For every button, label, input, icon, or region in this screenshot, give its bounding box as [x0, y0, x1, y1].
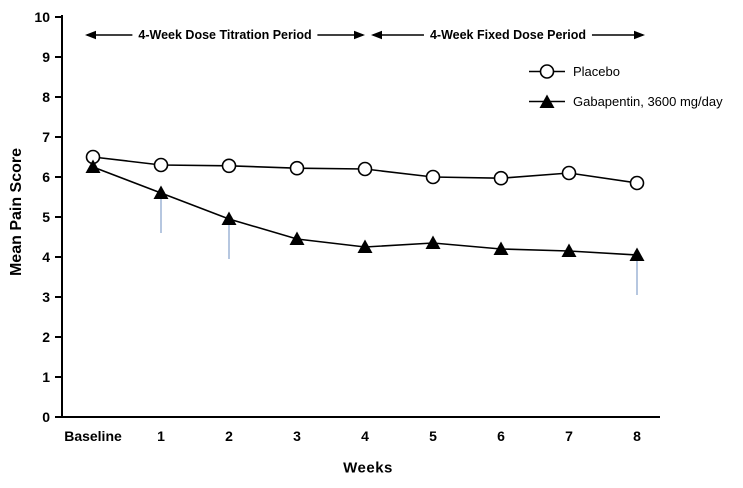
data-point-gabapentin — [289, 231, 305, 245]
x-tick-label: 4 — [361, 428, 369, 444]
fixed-dose-period-annotation: 4-Week Fixed Dose Period — [423, 28, 593, 42]
x-tick-label: 7 — [565, 428, 573, 444]
data-point-gabapentin — [357, 239, 373, 253]
y-tick-label: 6 — [42, 169, 50, 185]
y-axis-title: Mean Pain Score — [8, 147, 25, 277]
x-tick-label: 1 — [157, 428, 165, 444]
arrow-head-right-1 — [634, 30, 645, 40]
placebo-open-circle-marker-icon — [529, 64, 565, 79]
titration-period-annotation: 4-Week Dose Titration Period — [132, 28, 318, 42]
gabapentin-filled-triangle-marker-icon — [529, 94, 565, 108]
data-point-placebo — [561, 165, 577, 181]
x-axis-title: Weeks — [343, 459, 393, 477]
y-tick-label: 8 — [42, 89, 50, 105]
y-tick-label: 2 — [42, 329, 50, 345]
legend-label-placebo: Placebo — [573, 64, 620, 79]
data-point-placebo — [221, 158, 237, 174]
arrow-head-right-0 — [354, 30, 365, 40]
data-point-placebo — [289, 160, 305, 176]
y-tick-label: 5 — [42, 209, 50, 225]
data-point-gabapentin — [493, 241, 509, 255]
arrow-head-left-0 — [85, 30, 96, 40]
legend-entry-gabapentin: Gabapentin, 3600 mg/day — [528, 93, 723, 110]
legend-label-gabapentin: Gabapentin, 3600 mg/day — [573, 94, 723, 109]
y-tick-label: 9 — [42, 49, 50, 65]
data-point-placebo — [153, 157, 169, 173]
data-point-placebo — [629, 175, 645, 191]
x-tick-label: Baseline — [64, 428, 122, 444]
data-point-placebo — [425, 169, 441, 185]
data-point-placebo — [493, 170, 509, 186]
y-tick-label: 0 — [42, 409, 50, 425]
x-tick-label: 2 — [225, 428, 233, 444]
y-tick-label: 3 — [42, 289, 50, 305]
x-tick-label: 8 — [633, 428, 641, 444]
x-tick-label: 5 — [429, 428, 437, 444]
legend-entry-placebo: Placebo — [528, 63, 723, 80]
data-point-gabapentin — [221, 211, 237, 225]
y-tick-label: 1 — [42, 369, 50, 385]
data-point-gabapentin — [561, 243, 577, 257]
arrow-head-left-1 — [371, 30, 382, 40]
y-tick-label: 10 — [34, 9, 50, 25]
x-tick-label: 3 — [293, 428, 301, 444]
legend: Placebo Gabapentin, 3600 mg/day — [528, 63, 723, 123]
data-point-placebo — [357, 161, 373, 177]
data-point-gabapentin — [85, 159, 101, 173]
data-point-gabapentin — [629, 247, 645, 261]
data-point-gabapentin — [153, 185, 169, 199]
data-point-gabapentin — [425, 235, 441, 249]
y-tick-label: 4 — [42, 249, 50, 265]
y-tick-label: 7 — [42, 129, 50, 145]
x-tick-label: 6 — [497, 428, 505, 444]
